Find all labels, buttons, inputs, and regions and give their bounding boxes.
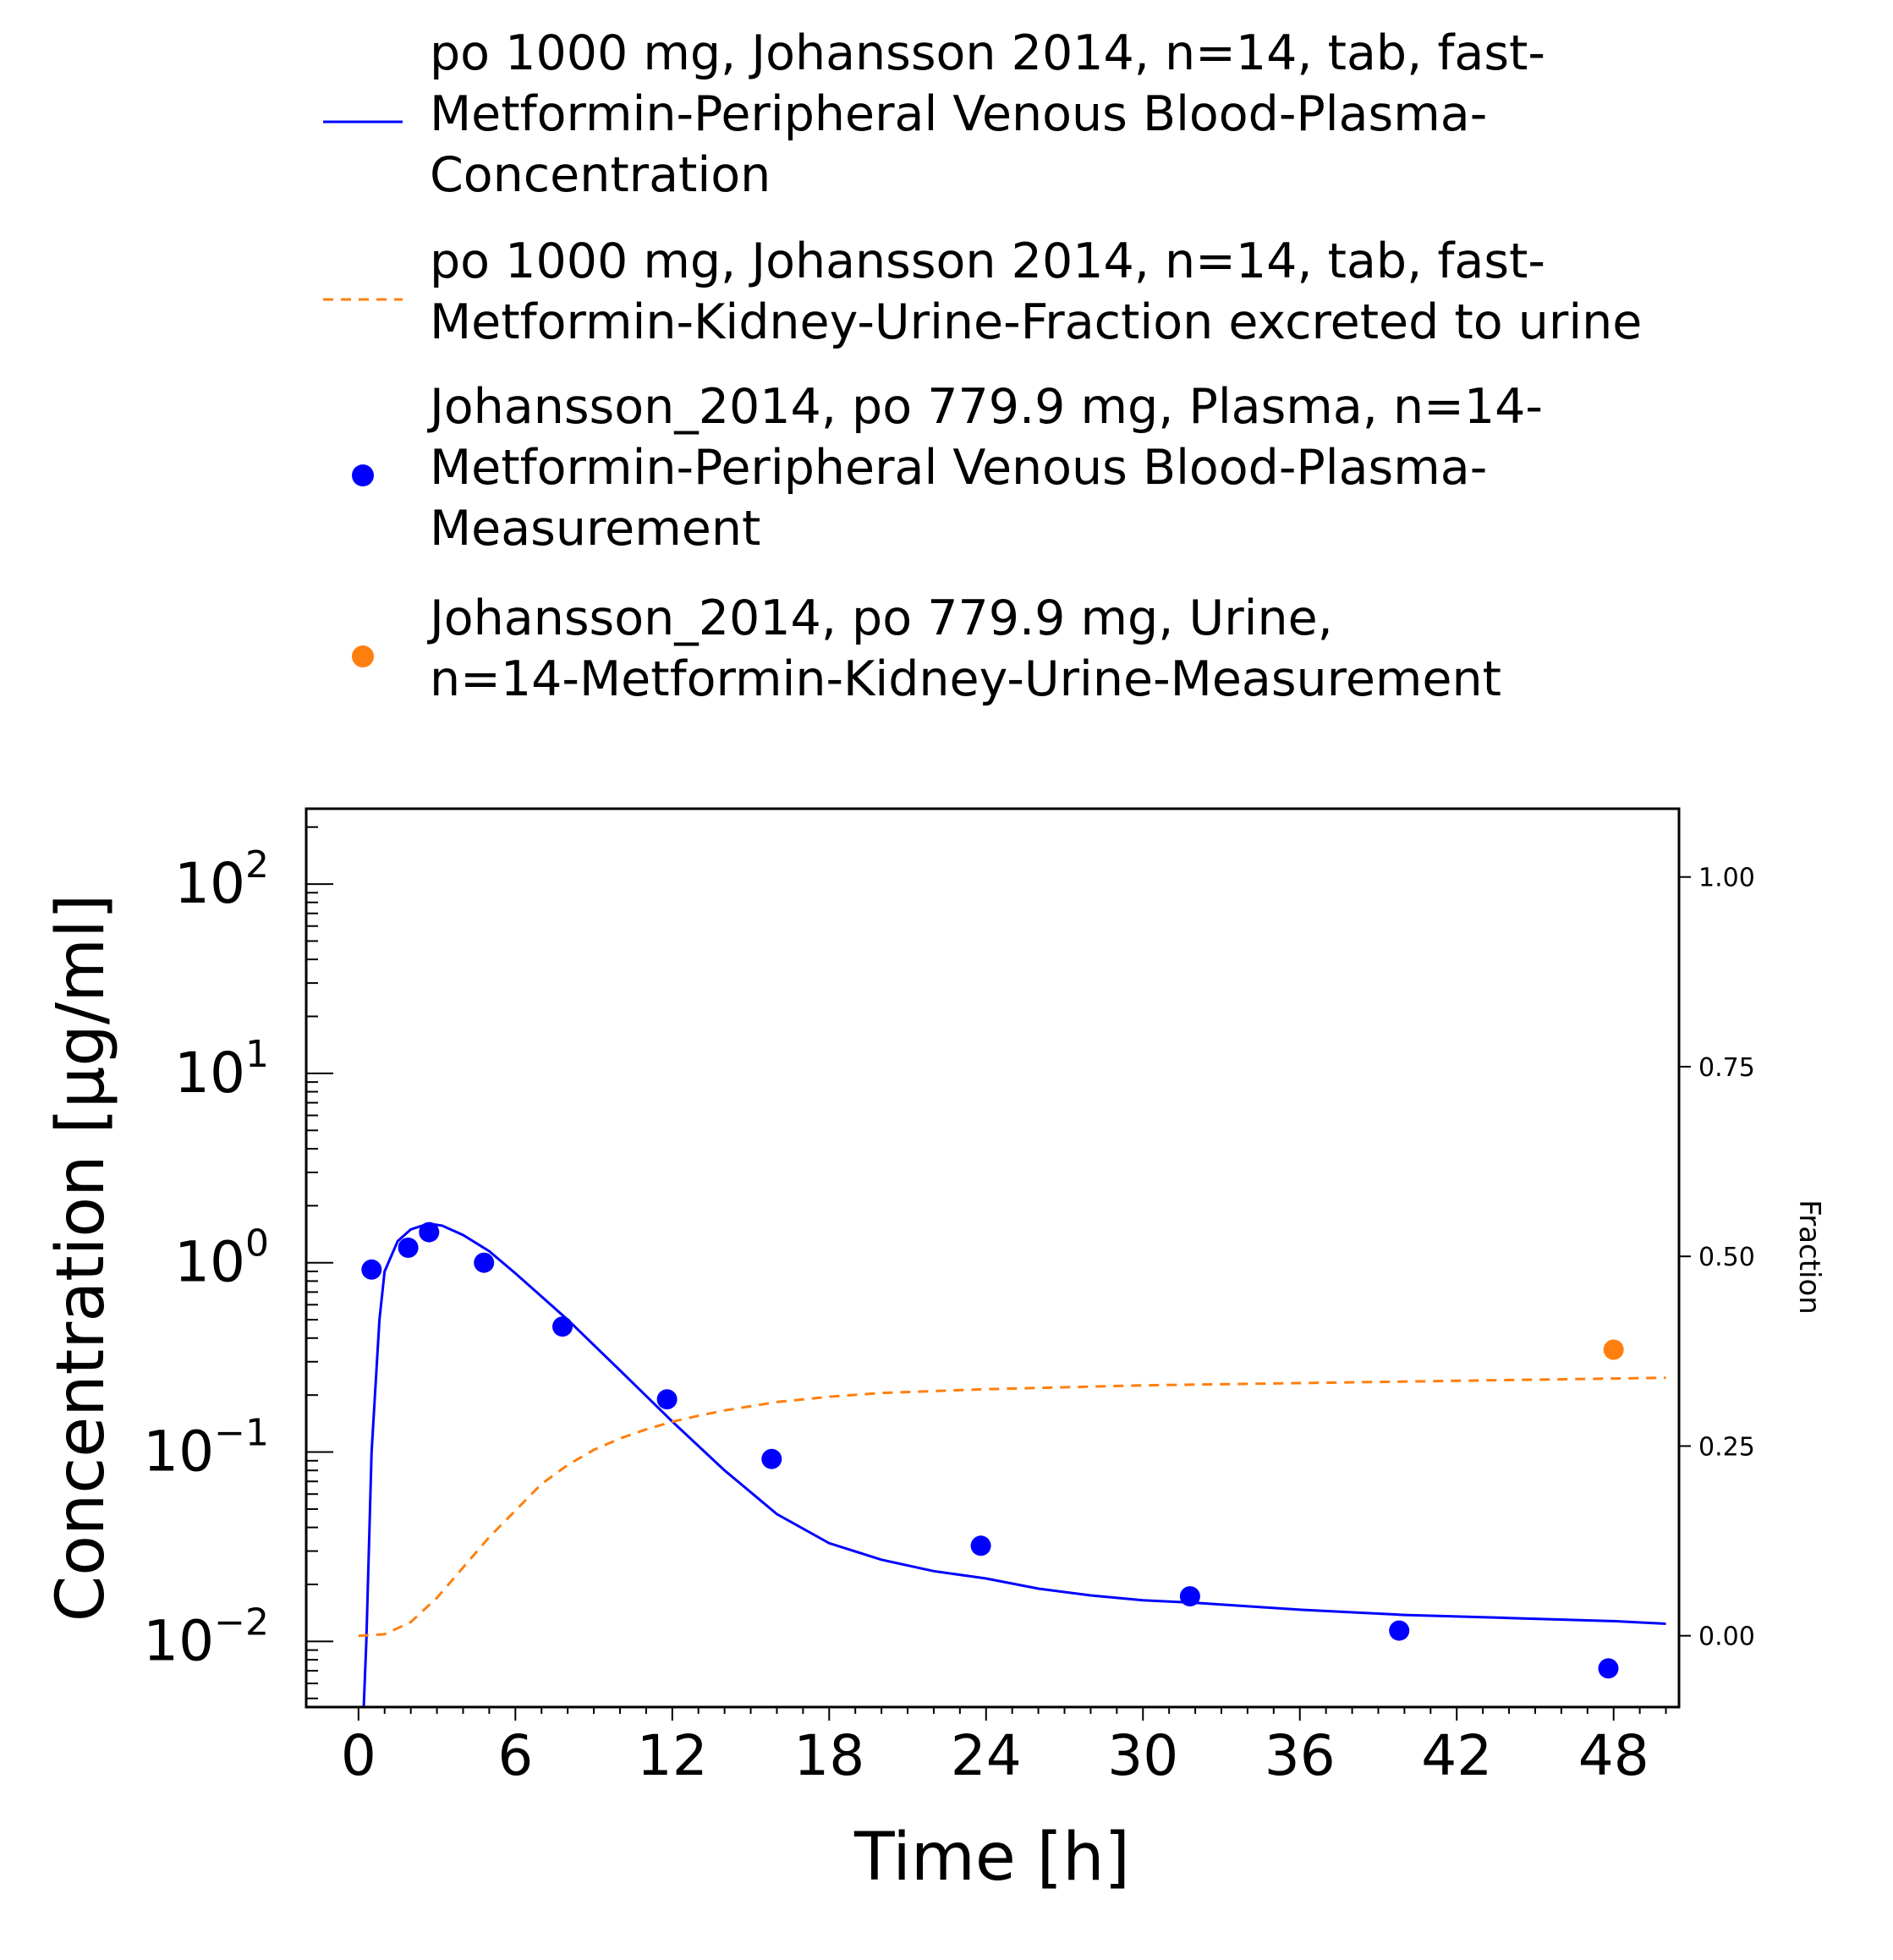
legend-label: Metformin-Peripheral Venous Blood-Plasma… [430,440,1487,496]
series-2-point [656,1389,678,1410]
series-2-point [1598,1658,1619,1679]
y2-axis-label: Fraction [1792,1200,1826,1315]
y-axis-label: Concentration [µg/ml] [43,894,119,1622]
series-2-point [398,1238,419,1258]
x-axis: 0 6 12 18 24 30 36 42 48 [341,1707,1667,1788]
legend-label: Metformin-Kidney-Urine-Fraction excreted… [430,294,1642,350]
legend: po 1000 mg, Johansson 2014, n=14, tab, f… [323,25,1642,707]
series-line-1 [358,1376,1666,1638]
legend-label: Johansson_2014, po 779.9 mg, Urine, [427,590,1333,646]
series-2-point [1179,1586,1200,1607]
legend-label: po 1000 mg, Johansson 2014, n=14, tab, f… [430,233,1545,289]
x-tick-label: 30 [1107,1723,1178,1788]
series-2-point [419,1222,440,1243]
x-tick-label: 42 [1421,1723,1492,1788]
series-2-point [970,1535,991,1556]
legend-swatch-2 [352,464,374,486]
series-2-point [474,1252,495,1273]
x-tick-label: 24 [951,1723,1022,1788]
x-tick-label: 12 [637,1723,708,1788]
plot-frame [305,807,1681,1709]
legend-label: n=14-Metformin-Kidney-Urine-Measurement [430,651,1501,707]
series-2-point [361,1259,382,1280]
y-tick-label: 101 [174,1033,269,1106]
legend-label: Metformin-Peripheral Venous Blood-Plasma… [430,86,1487,142]
y-tick-label: 100 [174,1222,269,1295]
series-3-point [1603,1339,1624,1360]
y-tick-label: 102 [174,843,269,916]
y2-tick-label: 0.75 [1698,1053,1755,1083]
x-tick-label: 6 [497,1723,533,1788]
legend-label: Johansson_2014, po 779.9 mg, Plasma, n=1… [427,379,1543,435]
series-2-point [552,1316,573,1337]
legend-swatch-3 [352,645,374,667]
y-tick-label: 10−1 [143,1412,269,1485]
legend-label: Concentration [430,147,771,203]
series-2-point [1389,1620,1410,1641]
series-line-0 [362,1222,1666,1708]
y2-tick-label: 1.00 [1698,864,1755,893]
y2-tick-label: 0.25 [1698,1432,1755,1462]
plot-area [358,1222,1666,1708]
x-axis-label: Time [h] [853,1820,1130,1896]
x-tick-label: 18 [793,1723,864,1788]
legend-label: po 1000 mg, Johansson 2014, n=14, tab, f… [430,25,1545,81]
series-2-point [761,1448,782,1469]
x-tick-label: 36 [1265,1723,1336,1788]
x-tick-label: 48 [1578,1723,1649,1788]
legend-label: Measurement [430,501,760,557]
y2-tick-label: 0.00 [1698,1622,1755,1652]
x-tick-label: 0 [341,1723,376,1788]
y-axis-right: 0.00 0.25 0.50 0.75 1.00 [1679,864,1755,1652]
y-axis-left: 102 101 100 10−1 10−2 [143,826,333,1699]
y2-tick-label: 0.50 [1698,1243,1755,1272]
y-tick-label: 10−2 [143,1600,269,1673]
